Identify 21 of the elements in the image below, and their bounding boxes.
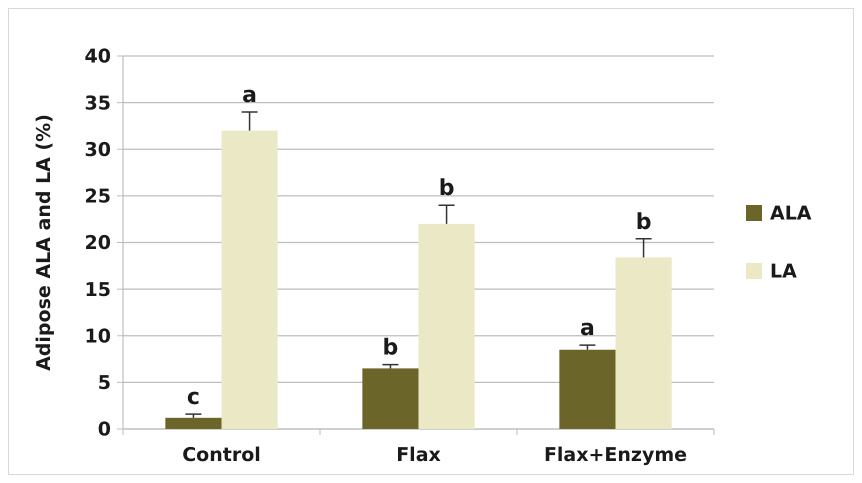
annotation: b bbox=[382, 336, 398, 361]
y-tick-label: 0 bbox=[98, 418, 111, 441]
legend-label: LA bbox=[770, 260, 798, 283]
annotation: a bbox=[580, 316, 595, 342]
y-tick-label: 15 bbox=[84, 278, 111, 301]
annotation: b bbox=[636, 210, 652, 235]
y-tick-label: 20 bbox=[84, 232, 111, 254]
y-tick-label: 25 bbox=[84, 186, 111, 208]
x-tick-label: Flax+Enzyme bbox=[544, 444, 688, 466]
x-tick-label: Control bbox=[182, 444, 261, 466]
y-tick-label: 30 bbox=[84, 138, 111, 161]
y-tick-label: 40 bbox=[84, 46, 111, 68]
y-tick-label: 10 bbox=[84, 325, 111, 348]
y-tick-label: 35 bbox=[84, 92, 111, 114]
y-axis-title: Adipose ALA and LA (%) bbox=[33, 114, 55, 371]
annotation: a bbox=[242, 82, 257, 108]
x-tick-label: Flax bbox=[396, 444, 441, 466]
y-tick-label: 5 bbox=[98, 372, 111, 394]
legend-label: ALA bbox=[770, 202, 812, 225]
annotation: c bbox=[186, 385, 200, 410]
annotation: b bbox=[438, 176, 454, 202]
